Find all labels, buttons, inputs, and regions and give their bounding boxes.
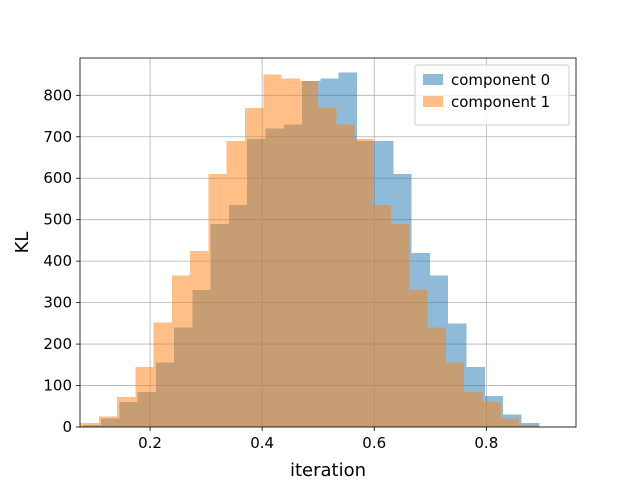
histogram-bar (336, 124, 355, 427)
y-axis-label: KL (12, 232, 33, 254)
histogram-bar (372, 205, 392, 427)
x-tick-label: 0.8 (474, 434, 498, 452)
legend-label: component 1 (451, 93, 550, 111)
histogram-bar (281, 78, 300, 427)
legend-swatch (423, 74, 443, 85)
y-tick-label: 500 (43, 211, 72, 229)
histogram-bar (153, 322, 172, 427)
histogram-bar (464, 391, 483, 427)
y-tick-label: 0 (62, 418, 72, 436)
histogram-bar (354, 138, 373, 427)
series-1 (80, 74, 538, 428)
histogram-bar (482, 402, 501, 427)
y-tick-label: 700 (43, 128, 72, 146)
x-tick-label: 0.4 (250, 434, 274, 452)
histogram-bar (445, 362, 465, 427)
y-tick-label: 100 (43, 377, 72, 395)
x-tick-label: 0.6 (362, 434, 386, 452)
histogram-bar (427, 327, 446, 427)
legend: component 0 component 1 (414, 64, 570, 126)
legend-box (414, 64, 570, 126)
histogram-bar (117, 397, 136, 427)
histogram-bars (80, 72, 540, 428)
x-axis-label: iteration (290, 460, 366, 480)
plot-frame (79, 57, 577, 428)
legend-swatch (423, 96, 443, 107)
legend-label: component 0 (451, 71, 550, 89)
histogram-bar (226, 140, 245, 428)
histogram-bar (500, 418, 520, 427)
histogram-bar (171, 275, 191, 427)
axis-ticks: 0.2 0.4 0.6 0.8 0 100 200 300 400 500 600 700 800 (43, 86, 498, 452)
y-tick-label: 200 (43, 335, 72, 353)
histogram-bar (299, 80, 319, 427)
histogram-bar (391, 223, 410, 427)
histogram-bar (263, 74, 282, 428)
histogram-bar (80, 422, 99, 427)
y-tick-label: 800 (43, 86, 72, 104)
y-tick-label: 300 (43, 294, 72, 312)
histogram-bar (409, 290, 428, 427)
histogram-bar (244, 107, 264, 427)
histogram-bar (208, 174, 227, 427)
histogram-bar (98, 416, 118, 427)
histogram-bar (318, 107, 337, 427)
histogram-bar (519, 424, 538, 427)
histogram-bar (135, 366, 154, 427)
x-tick-label: 0.2 (138, 434, 162, 452)
histogram-bar (190, 250, 209, 427)
y-tick-label: 600 (43, 169, 72, 187)
y-tick-label: 400 (43, 252, 72, 270)
